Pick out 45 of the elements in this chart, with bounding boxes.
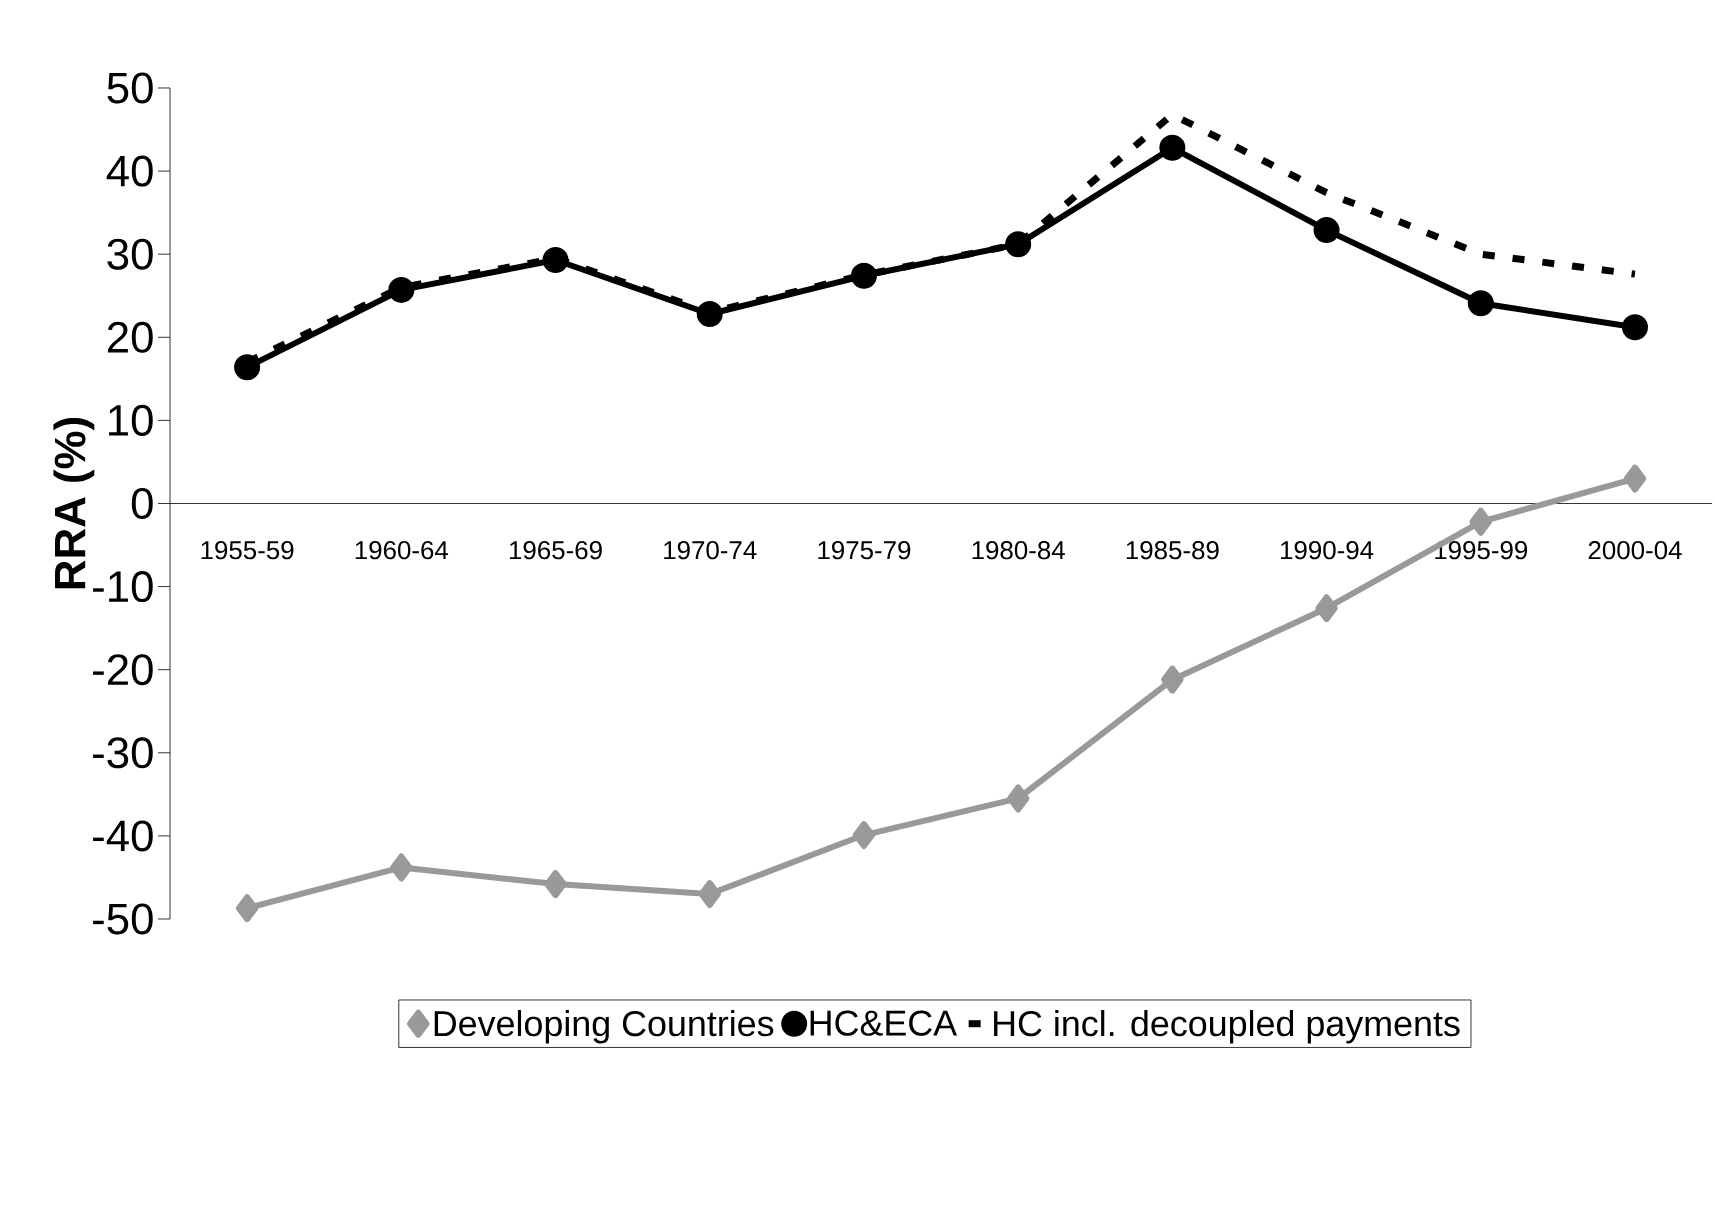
y-tick-label: 20 — [107, 321, 153, 353]
legend-label: HC&ECA — [810, 1010, 958, 1036]
point — [1313, 217, 1340, 244]
point — [852, 821, 876, 850]
x-tick-label: 1985-89 — [1126, 541, 1219, 560]
legend-label: Developing Countries — [434, 1009, 774, 1044]
point — [1005, 231, 1032, 258]
point — [234, 354, 261, 381]
point — [1623, 464, 1647, 493]
x-tick-label: 2000-04 — [1588, 541, 1682, 560]
point — [390, 853, 413, 882]
point — [1315, 594, 1338, 623]
point — [1161, 665, 1184, 694]
point — [1006, 784, 1030, 813]
point — [696, 301, 723, 328]
point — [1159, 134, 1186, 161]
point — [542, 247, 569, 273]
y-tick-label: -50 — [93, 903, 153, 935]
point — [1467, 290, 1494, 317]
y-tick-label: 40 — [106, 155, 153, 187]
x-tick-label: 1970-74 — [664, 541, 757, 560]
legend-label: HC incl. decoupled payments — [994, 1009, 1460, 1044]
x-tick-label: 1955-59 — [201, 541, 294, 560]
y-tick-label: 10 — [109, 404, 153, 436]
y-tick-label: -20 — [93, 654, 153, 686]
point — [235, 894, 259, 923]
point — [698, 880, 721, 909]
x-tick-label: 1960-64 — [355, 541, 449, 560]
x-tick-label: 1990-94 — [1281, 541, 1374, 560]
x-tick-label: 1975-79 — [818, 541, 911, 560]
point — [388, 276, 415, 303]
y-axis-title: RRA (%) — [53, 418, 95, 589]
point — [1621, 314, 1648, 341]
x-tick-label: 1965-69 — [509, 541, 602, 560]
point — [1469, 507, 1493, 536]
y-tick-label: -10 — [93, 571, 153, 603]
y-tick-label: 0 — [131, 487, 153, 519]
x-tick-label: 1980-84 — [972, 541, 1065, 560]
point — [544, 870, 567, 899]
point — [850, 262, 877, 289]
y-tick-label: -40 — [93, 820, 153, 852]
y-tick-label: 50 — [107, 72, 153, 104]
y-tick-label: -30 — [93, 737, 153, 769]
x-tick-label: 1995-99 — [1435, 541, 1528, 560]
y-tick-label: 30 — [107, 238, 153, 270]
